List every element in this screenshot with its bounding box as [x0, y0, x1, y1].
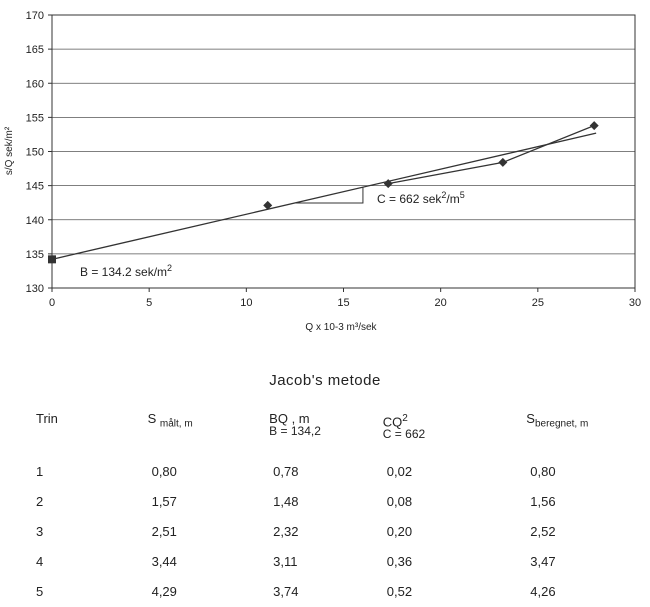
header-cq: CQ2 C = 662	[382, 413, 426, 442]
plot-lines	[51, 124, 597, 260]
tick-labels: 130 135 140 145 150 155 160 165 170 0 5 10 15 20 25 30	[26, 10, 641, 309]
y-tick-label: 170	[26, 10, 44, 22]
plot-annotations: B = 134.2 sek/m2 C = 662 sek2/m5	[80, 190, 465, 279]
x-tick-label: 15	[337, 297, 349, 309]
measured-connector	[388, 124, 595, 185]
x-tick-label: 20	[435, 297, 447, 309]
cell-bq: 0,78	[273, 463, 299, 479]
y-tick-label: 130	[26, 283, 44, 295]
cell-trin: 2	[36, 493, 44, 509]
cell-bq: 3,11	[273, 553, 298, 569]
table-row: 5 4,29 3,74 0,52 4,26	[28, 576, 650, 606]
diamond-point	[263, 200, 273, 210]
cell-cq: 0,52	[386, 583, 413, 599]
cell-s-beregnet: 0,80	[530, 463, 556, 479]
table-row: 1 0,80 0,78 0,02 0,80	[28, 456, 650, 486]
square-point	[48, 255, 56, 264]
cell-s-maalt: 0,80	[151, 463, 177, 479]
x-tick-label: 30	[629, 297, 641, 309]
plot-grid	[52, 14, 635, 289]
x-tick-label: 0	[49, 297, 55, 309]
method-title: Jacob's metode	[269, 372, 381, 389]
cell-s-maalt: 4,29	[151, 583, 177, 599]
cell-trin: 5	[36, 583, 44, 599]
diamond-point	[589, 121, 599, 131]
table-row: 3 2,51 2,32 0,20 2,52	[28, 516, 650, 546]
cell-bq: 2,32	[273, 523, 299, 539]
diamond-point	[498, 157, 508, 167]
cell-cq: 0,20	[386, 523, 413, 539]
intercept-annotation: B = 134.2 sek/m2	[80, 263, 172, 279]
table-row: 4 3,44 3,11 0,36 3,47	[28, 546, 650, 576]
header-trin: Trin	[36, 411, 58, 426]
plot-axes	[48, 14, 636, 292]
y-tick-label: 145	[26, 181, 44, 193]
cell-trin: 4	[36, 553, 44, 569]
header-s-maalt: S målt, m	[147, 411, 193, 430]
cell-s-maalt: 3,44	[151, 553, 177, 569]
cell-cq: 0,08	[386, 493, 413, 509]
diamond-point	[383, 179, 393, 189]
cell-s-beregnet: 1,56	[530, 493, 556, 509]
y-tick-label: 160	[26, 78, 44, 90]
plot-frame	[51, 14, 636, 289]
y-tick-label: 165	[26, 44, 44, 56]
x-tick-label: 10	[240, 297, 252, 309]
y-tick-label: 150	[26, 147, 44, 159]
cell-cq: 0,02	[386, 463, 413, 479]
cell-bq: 3,74	[273, 583, 299, 599]
header-s-beregnet: Sberegnet, m	[526, 411, 589, 430]
cell-trin: 1	[36, 463, 44, 479]
cell-s-maalt: 1,57	[151, 493, 177, 509]
fit-line	[51, 132, 597, 260]
y-tick-label: 155	[26, 112, 44, 124]
cell-s-maalt: 2,51	[151, 523, 177, 539]
cell-s-beregnet: 4,26	[530, 583, 556, 599]
data-points	[48, 121, 599, 264]
cell-cq: 0,36	[386, 553, 413, 569]
y-axis-label: s/Q sek/m²	[4, 126, 15, 175]
cell-trin: 3	[36, 523, 44, 539]
y-tick-label: 135	[26, 249, 44, 261]
x-tick-label: 25	[532, 297, 544, 309]
table-row: 2 1,57 1,48 0,08 1,56	[28, 486, 650, 516]
slope-triangle	[294, 187, 364, 204]
x-axis-label: Q x 10-3 m³/sek	[305, 322, 377, 333]
x-tick-label: 5	[146, 297, 152, 309]
cell-bq: 1,48	[273, 493, 299, 509]
cell-s-beregnet: 3,47	[530, 553, 556, 569]
cell-s-beregnet: 2,52	[530, 523, 556, 539]
y-tick-label: 140	[26, 215, 44, 227]
slope-annotation: C = 662 sek2/m5	[377, 190, 465, 206]
